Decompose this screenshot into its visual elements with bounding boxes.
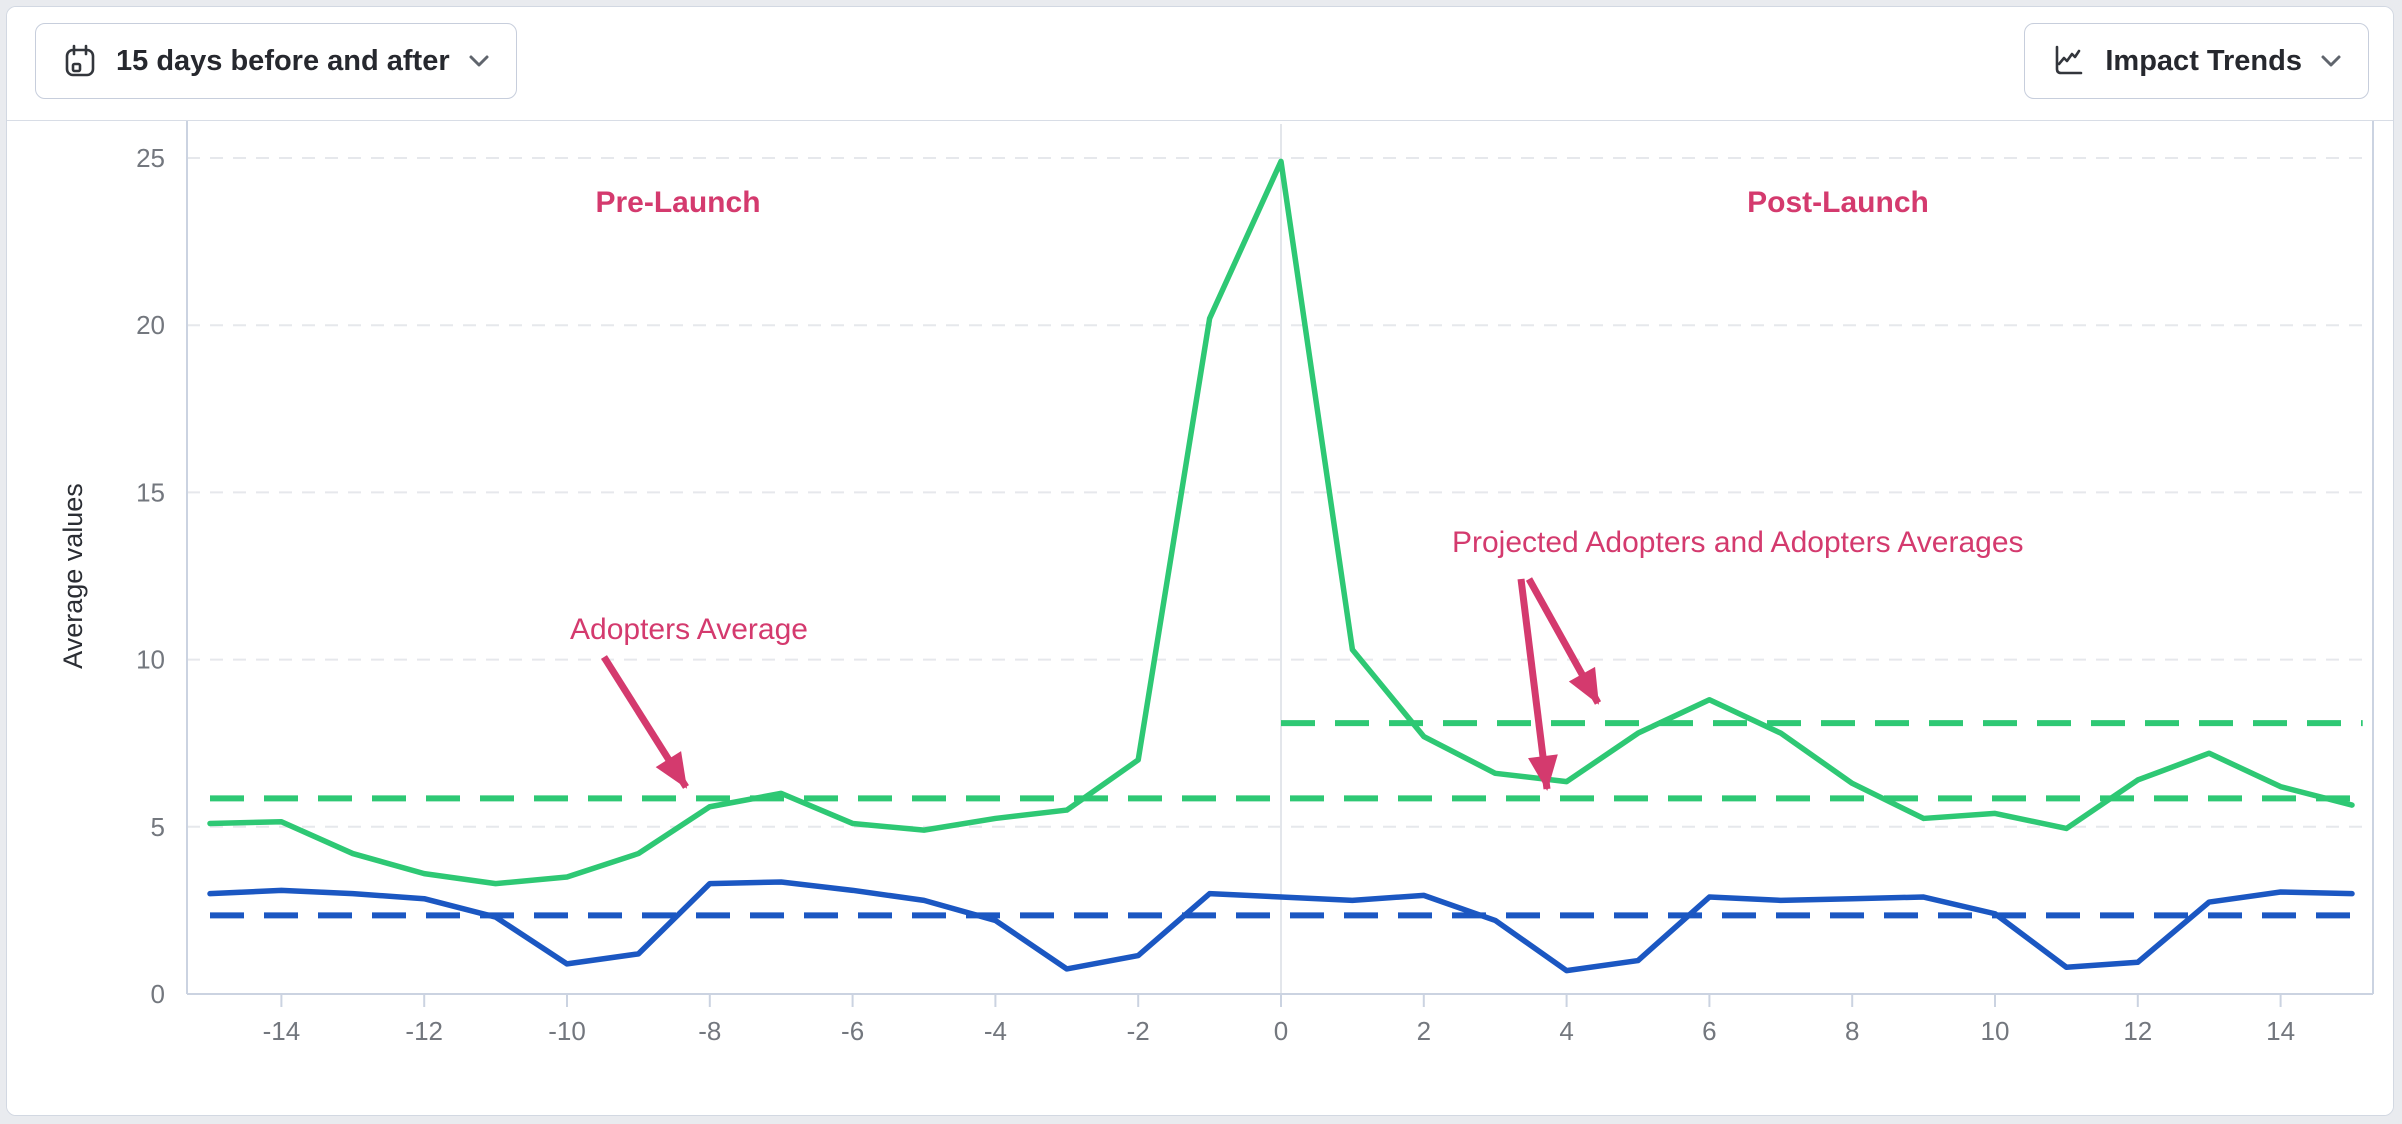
x-tick-label: 0 — [1274, 1016, 1288, 1046]
x-tick-label: 12 — [2123, 1016, 2152, 1046]
y-tick-label: 5 — [151, 812, 165, 842]
adopters-average-label: Adopters Average — [570, 613, 808, 646]
x-tick-label: -12 — [405, 1016, 443, 1046]
comparison-line — [207, 879, 2355, 974]
x-tick-label: -6 — [841, 1016, 864, 1046]
y-tick-label: 0 — [151, 979, 165, 1009]
adopters-line — [207, 158, 2355, 887]
x-tick-label: 8 — [1845, 1016, 1859, 1046]
post-launch-label: Post-Launch — [1747, 186, 1929, 219]
y-tick-label: 15 — [136, 477, 165, 507]
annotation-arrow — [1517, 578, 1558, 791]
date-range-dropdown[interactable]: 15 days before and after — [35, 23, 517, 99]
x-tick-label: 2 — [1417, 1016, 1431, 1046]
impact-trends-dropdown[interactable]: Impact Trends — [2024, 23, 2369, 99]
x-tick-label: 6 — [1702, 1016, 1716, 1046]
x-tick-label: 4 — [1559, 1016, 1573, 1046]
calendar-icon — [62, 43, 98, 79]
chevron-down-icon — [468, 54, 490, 68]
pre-launch-label: Pre-Launch — [595, 186, 760, 219]
x-tick-label: 10 — [1981, 1016, 2010, 1046]
impact-trends-panel: 15 days before and after Impact Trends — [6, 6, 2394, 1116]
annotation-arrow — [601, 655, 689, 789]
chevron-down-icon — [2320, 54, 2342, 68]
annotation-arrow — [1525, 577, 1602, 705]
date-range-label: 15 days before and after — [116, 44, 450, 77]
y-tick-label: 25 — [136, 143, 165, 173]
chart-area: -14 -12 -10 -8 -6 -4 -2 0 2 4 6 8 10 12 14 0 5 10 15 20 25 Av… — [7, 121, 2393, 1115]
x-tick-label: 14 — [2266, 1016, 2295, 1046]
x-tick-label: -8 — [698, 1016, 721, 1046]
impact-trends-chart: -14 -12 -10 -8 -6 -4 -2 0 2 4 6 8 10 12 14 0 5 10 15 20 25 Av… — [58, 121, 2374, 1046]
x-tick-label: -2 — [1127, 1016, 1150, 1046]
x-tick-label: -10 — [548, 1016, 586, 1046]
projected-averages-label: Projected Adopters and Adopters Averages — [1452, 526, 2024, 559]
impact-trends-label: Impact Trends — [2105, 44, 2302, 77]
y-axis-title: Average values — [58, 483, 88, 669]
y-tick-label: 20 — [136, 310, 165, 340]
x-tick-label: -14 — [263, 1016, 301, 1046]
trend-chart-icon — [2051, 43, 2087, 79]
toolbar: 15 days before and after Impact Trends — [7, 7, 2393, 121]
y-tick-label: 10 — [136, 645, 165, 675]
x-tick-label: -4 — [984, 1016, 1007, 1046]
